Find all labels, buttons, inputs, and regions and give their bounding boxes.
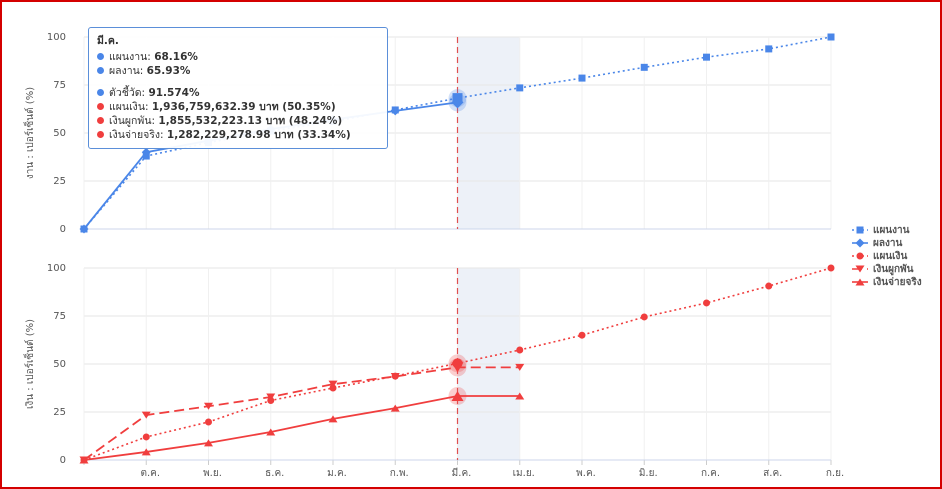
tooltip-row: เงินผูกพัน: 1,855,532,223.13 บาท (48.24%… — [97, 114, 379, 128]
marker — [640, 313, 648, 321]
x-tick-label: ก.ย. — [826, 468, 844, 479]
tooltip-gap — [97, 78, 379, 86]
tooltip-row: ผลงาน: 65.93% — [97, 64, 379, 78]
legend-label: เงินจ่ายจริง — [873, 276, 922, 288]
marker — [578, 331, 586, 339]
x-tick-label: พ.ค. — [576, 468, 596, 479]
tooltip-dot — [97, 103, 104, 110]
marker — [827, 33, 835, 41]
marker — [204, 402, 213, 410]
marker — [855, 238, 865, 248]
marker — [516, 84, 524, 92]
tooltip-title: มี.ค. — [97, 35, 119, 47]
y-tick-label: 50 — [53, 128, 66, 139]
marker — [515, 363, 525, 371]
y-tick-label: 75 — [53, 311, 66, 322]
x-tick-label: ธ.ค. — [265, 468, 284, 479]
marker — [205, 418, 212, 426]
tooltip-rows: แผนงาน: 68.16% ผลงาน: 65.93% ตัวชี้วัด: 91… — [97, 50, 379, 142]
marker — [204, 439, 213, 447]
marker — [79, 456, 89, 464]
marker — [855, 265, 865, 273]
marker — [640, 63, 648, 71]
marker — [765, 282, 773, 290]
marker — [703, 53, 710, 61]
marker — [856, 226, 864, 234]
marker — [141, 147, 151, 157]
y-tick-label: 50 — [53, 359, 66, 370]
marker — [516, 346, 524, 354]
y-tick-label: 25 — [53, 176, 66, 187]
marker — [328, 380, 338, 388]
y-tick-label: 0 — [60, 224, 66, 235]
tooltip-value: 1,855,532,223.13 บาท (48.24%) — [158, 115, 343, 127]
marker — [451, 362, 464, 373]
marker — [451, 390, 464, 401]
marker — [390, 404, 400, 412]
marker — [266, 428, 276, 436]
marker — [578, 74, 586, 82]
x-tick-label: เม.ย. — [513, 468, 535, 479]
tooltip-value: 1,282,229,278.98 บาท (33.34%) — [166, 129, 351, 141]
marker — [703, 299, 710, 307]
marker — [141, 411, 151, 419]
x-tick-label: มิ.ย. — [639, 468, 658, 479]
x-tick-label: ม.ค. — [327, 468, 347, 479]
tooltip-row: ตัวชี้วัด: 91.574% — [97, 86, 379, 100]
tooltip-dot — [97, 53, 104, 60]
legend-label: เงินผูกพัน — [873, 263, 914, 276]
tooltip-label: ตัวชี้วัด: — [109, 87, 146, 99]
series-line — [83, 366, 520, 461]
y-tick-label: 100 — [47, 32, 66, 43]
tooltip: มี.ค. แผนงาน: 68.16% ผลงาน: 65.93% ตัวชี้ว… — [88, 27, 388, 149]
tooltip-dot — [97, 131, 104, 138]
marker — [141, 448, 151, 456]
legend-label: แผนงาน — [873, 225, 910, 236]
tooltip-dot — [97, 89, 104, 96]
legend-label: แผนเงิน — [873, 250, 907, 262]
tooltip-label: เงินจ่ายจริง: — [109, 129, 164, 141]
marker — [765, 45, 773, 53]
y-tick-label: 75 — [53, 80, 66, 91]
series-line — [83, 395, 520, 461]
tooltip-dot — [97, 117, 104, 124]
tooltip-row: เงินจ่ายจริง: 1,282,229,278.98 บาท (33.3… — [97, 128, 379, 142]
tooltip-label: แผนเงิน: — [109, 101, 149, 113]
marker — [390, 372, 400, 380]
marker — [329, 384, 337, 392]
y-tick-label: 25 — [53, 407, 66, 418]
marker — [451, 96, 464, 109]
marker — [142, 433, 150, 441]
tooltip-row: แผนเงิน: 1,936,759,632.39 บาท (50.35%) — [97, 100, 379, 114]
marker — [856, 252, 864, 260]
tooltip-label: เงินผูกพัน: — [109, 115, 156, 127]
marker — [855, 278, 865, 286]
x-tick-label: ก.พ. — [390, 468, 409, 479]
tooltip-dot — [97, 67, 104, 74]
y-tick-label: 100 — [47, 263, 66, 274]
legend-label: ผลงาน — [873, 238, 902, 249]
tooltip-value: 65.93% — [146, 65, 191, 77]
marker — [827, 264, 835, 272]
marker — [79, 224, 89, 234]
x-tick-label: ต.ค. — [140, 468, 160, 479]
marker — [266, 393, 276, 401]
tooltip-label: ผลงาน: — [109, 65, 144, 77]
y-axis-title: งาน : เปอร์เซ็นต์ (%) — [22, 87, 36, 179]
tooltip-label: แผนงาน: — [109, 51, 151, 63]
y-tick-label: 0 — [60, 455, 66, 466]
marker — [390, 106, 400, 116]
marker — [328, 415, 338, 423]
x-tick-label: พ.ย. — [203, 468, 222, 479]
y-axis-title: เงิน : เปอร์เซ็นต์ (%) — [22, 319, 36, 409]
tooltip-row: แผนงาน: 68.16% — [97, 50, 379, 64]
x-tick-label: มี.ค. — [452, 467, 472, 479]
x-tick-label: ส.ค. — [763, 468, 782, 479]
tooltip-value: 91.574% — [148, 87, 200, 99]
tooltip-value: 1,936,759,632.39 บาท (50.35%) — [151, 101, 336, 113]
x-tick-label: ก.ค. — [701, 468, 720, 479]
tooltip-value: 68.16% — [154, 51, 198, 63]
marker — [515, 392, 525, 400]
